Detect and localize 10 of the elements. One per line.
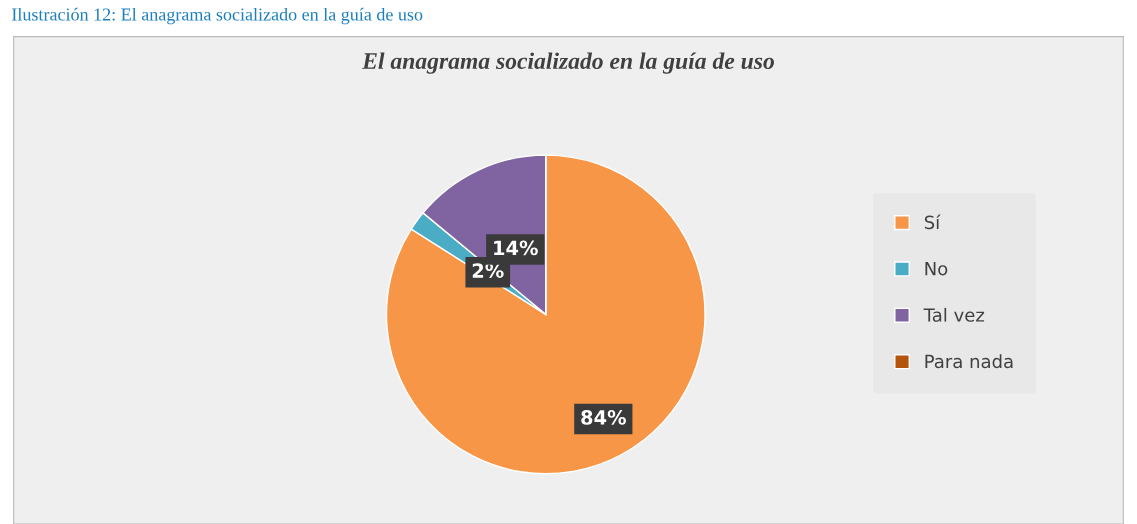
legend-label: Sí [924, 214, 941, 230]
text: Ilustración 12: El anagrama socializado en la guía de uso [12, 7, 423, 25]
chart-title: El anagrama socializado en la guía de uso [362, 52, 774, 74]
data-label: 2% [472, 263, 504, 278]
legend-label: Para nada [925, 354, 1013, 369]
pie-slice [385, 154, 706, 475]
data-label: 14% [494, 240, 538, 256]
legend-label: Tal vez [923, 307, 985, 322]
data-label: 84% [581, 410, 626, 425]
legend-label: No [925, 262, 948, 276]
